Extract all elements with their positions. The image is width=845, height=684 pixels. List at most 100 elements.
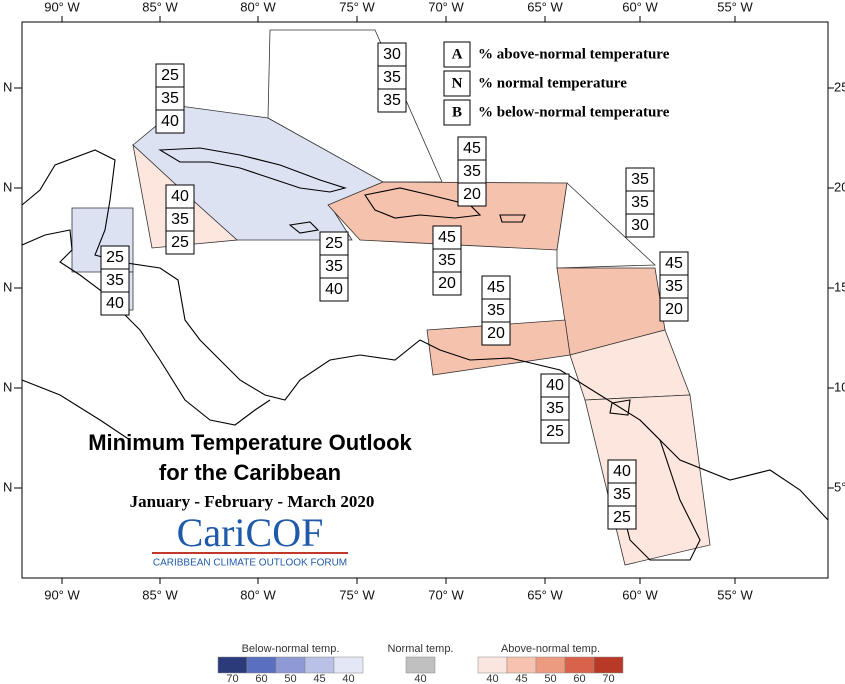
lon-label-bottom: 55° W [717,587,753,602]
legend-swatch [535,656,566,674]
forecast-value: 35 [546,400,564,417]
lon-label-bottom: 65° W [527,587,563,602]
lat-label-left: N [3,179,12,194]
key-box [443,99,471,126]
forecast-value: 45 [463,140,481,157]
forecast-value: 30 [631,217,649,234]
lat-label-right: 15° [834,279,845,294]
forecast-cell [165,230,195,255]
forecast-value: 25 [106,249,124,266]
forecast-value: 35 [631,194,649,211]
legend-swatch [304,656,335,674]
coast-puerto-rico [499,214,526,223]
forecast-cell [625,213,655,238]
forecast-value: 45 [438,229,456,246]
legend-tick: 70 [602,673,614,684]
forecast-value: 40 [106,295,124,312]
key-label: % above-normal temperature [478,46,670,62]
forecast-value: 40 [613,463,631,480]
lon-label-bottom: 70° W [428,587,464,602]
axes: 90° W 90° W 85° W 85° W 80° W 80° W 75° W 75° W… [3,0,845,602]
forecast-value: 20 [463,186,481,203]
forecast-value: 40 [171,188,189,205]
forecast-value: 20 [438,275,456,292]
lat-label-left: N [3,279,12,294]
lon-label-top: 75° W [339,0,375,14]
forecast-value: 35 [325,258,343,275]
lon-label-top: 60° W [622,0,658,14]
forecast-cell [540,419,570,444]
forecast-value: 45 [665,255,683,272]
forecast-value: 35 [171,211,189,228]
forecast-cell [481,321,511,346]
logo-tagline: CARIBBEAN CLIMATE OUTLOOK FORUM [153,558,347,569]
legend-swatch [333,656,364,674]
forecast-value: 35 [438,252,456,269]
legend-title: Below-normal temp. [242,643,340,655]
legend-tick: 50 [284,673,296,684]
coast-south [21,379,131,441]
lat-label-left: N [3,479,12,494]
legend-tick: 40 [342,673,354,684]
legend-tick: 60 [255,673,267,684]
forecast-value: 40 [546,377,564,394]
lon-label-top: 90° W [44,0,80,14]
forecast-value: 35 [106,272,124,289]
forecast-value: 35 [463,163,481,180]
lon-label-top: 80° W [240,0,276,14]
forecast-value: 40 [161,113,179,130]
legend-swatch [564,656,595,674]
lat-label-left: N [3,79,12,94]
forecast-value: 35 [665,278,683,295]
lat-label-right: 20° [834,179,845,194]
key-letter: B [452,104,462,120]
forecast-value: 25 [613,509,631,526]
forecast-value: 35 [161,90,179,107]
key-box [443,70,471,97]
forecast-cell [432,271,462,296]
color-legend: Below-normal temp. 70 60 50 45 40 Normal temp.… [217,643,624,684]
lon-label-top: 85° W [142,0,178,14]
legend-tick: 50 [544,673,556,684]
forecast-value: 20 [665,301,683,318]
forecast-cell [457,182,487,207]
forecast-cell [319,277,349,302]
legend-title: Above-normal temp. [501,643,600,655]
lon-label-bottom: 90° W [44,587,80,602]
legend-swatch [477,656,508,674]
lon-label-top: 65° W [527,0,563,14]
legend-swatch [246,656,277,674]
forecast-value: 25 [325,235,343,252]
lon-label-top: 70° W [428,0,464,14]
forecast-cell [607,505,637,530]
legend-swatch [275,656,306,674]
lon-label-bottom: 80° W [240,587,276,602]
lon-label-bottom: 60° W [622,587,658,602]
lon-label-top: 55° W [717,0,753,14]
coast-hispaniola [364,187,482,219]
period: January - February - March 2020 [130,492,375,511]
legend-tick: 40 [414,673,426,684]
forecast-value: 45 [487,279,505,296]
coast-trinidad [609,399,631,416]
key: A % above-normal temperature N % normal tem… [443,41,670,126]
forecast-value: 20 [487,325,505,342]
lat-label-right: 25 [834,79,845,94]
legend-title: Normal temp. [387,643,453,655]
key-letter: N [452,75,463,91]
forecast-value: 35 [613,486,631,503]
lat-label-left: N [3,379,12,394]
forecast-value: 35 [487,302,505,319]
legend-tick: 40 [486,673,498,684]
key-label: % normal temperature [478,75,627,91]
map-title-2: for the Caribbean [159,460,341,485]
forecast-cell [100,291,130,316]
lon-label-bottom: 75° W [339,587,375,602]
coast-jamaica [288,221,320,234]
coast-mainland [21,149,829,521]
key-letter: A [452,46,463,62]
lat-label-right: 10° [834,379,845,394]
coast-cuba [158,147,347,193]
forecast-value: 25 [546,423,564,440]
